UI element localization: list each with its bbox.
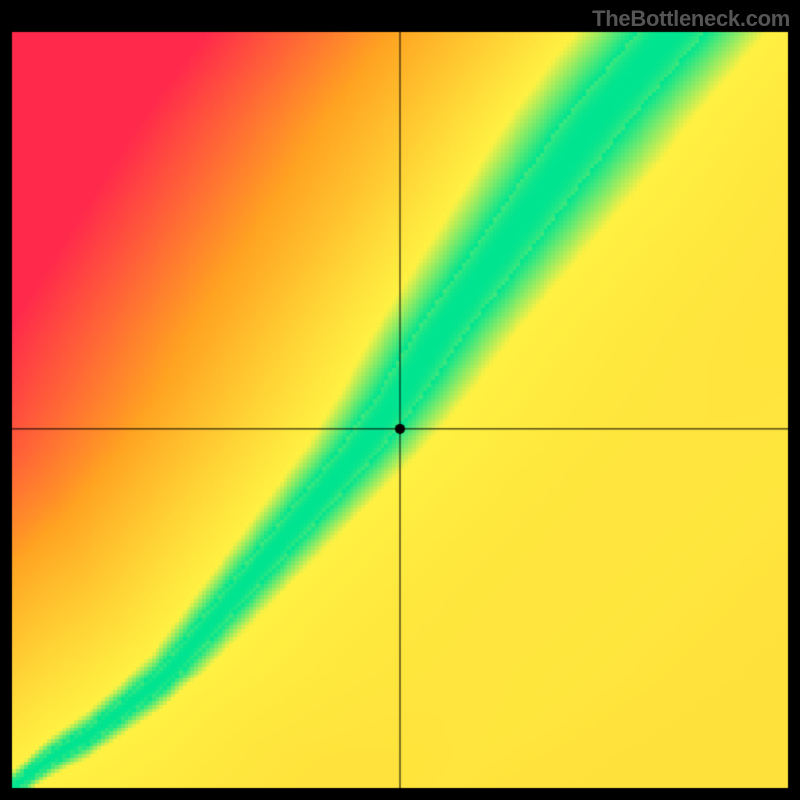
bottleneck-heatmap: [0, 0, 800, 800]
chart-container: TheBottleneck.com: [0, 0, 800, 800]
watermark-text: TheBottleneck.com: [592, 6, 790, 32]
